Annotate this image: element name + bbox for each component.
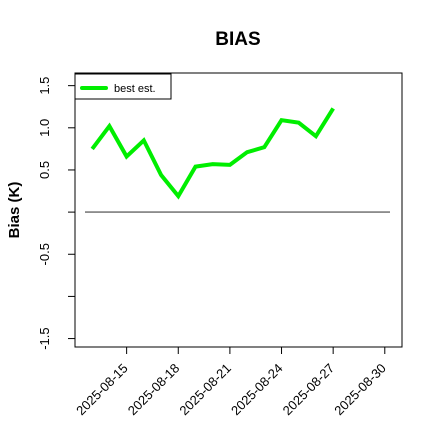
x-tick-label: 2025-08-27 [280,361,338,419]
y-axis-label: Bias (K) [6,182,23,239]
y-axis: -1.5 -0.5 0.5 1.0 1.5 [37,77,75,350]
legend-entry-best-est: best est. [114,83,156,95]
x-tick-label: 2025-08-18 [125,361,183,419]
x-axis: 2025-08-152025-08-182025-08-212025-08-24… [73,347,389,418]
y-tick-label: 1.5 [37,77,52,95]
series-line-best-est [90,107,335,200]
y-tick-label: -1.5 [37,327,52,349]
series-layer [90,107,335,200]
chart-title: BIAS [215,29,260,50]
y-tick-label: 0.5 [37,161,52,179]
x-tick-label: 2025-08-30 [331,361,389,419]
x-tick-label: 2025-08-24 [228,361,286,419]
y-tick-label: 1.0 [37,119,52,137]
x-tick-label: 2025-08-15 [73,361,131,419]
y-tick-label: -0.5 [37,243,52,265]
x-tick-label: 2025-08-21 [176,361,234,419]
plot-area-frame [74,72,403,348]
legend: best est. [74,73,172,100]
